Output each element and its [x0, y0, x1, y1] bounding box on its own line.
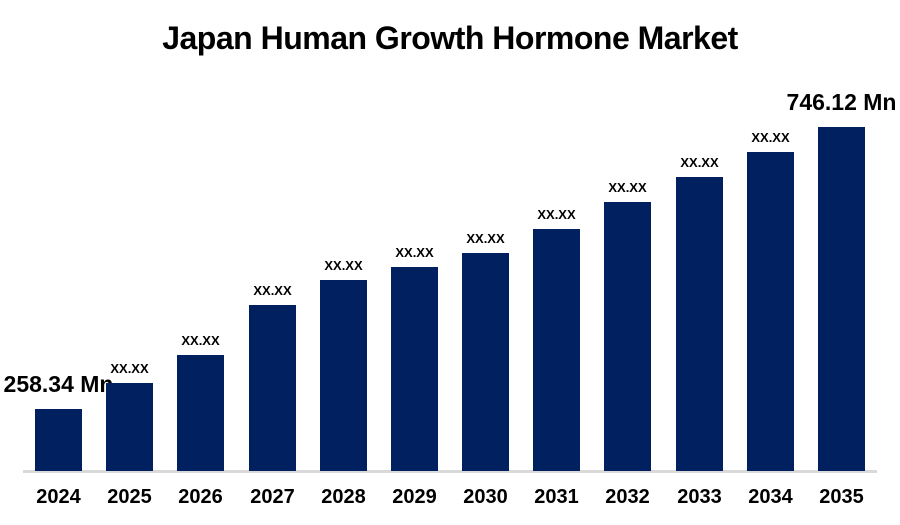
x-axis-label-2025: 2025	[107, 486, 152, 508]
x-axis-label-2027: 2027	[250, 486, 295, 508]
bar-2031	[533, 229, 580, 471]
bar-value-label-2028: XX.XX	[324, 258, 363, 273]
bar-2033	[676, 177, 723, 471]
bar-value-label-2031: XX.XX	[537, 207, 576, 222]
bar-2026	[177, 355, 224, 471]
x-axis-label-2031: 2031	[534, 486, 579, 508]
x-axis-line	[23, 470, 877, 473]
bar-value-label-2024: 258.34 Mn	[3, 371, 114, 397]
bar-2035	[818, 127, 865, 471]
bar-value-label-2025: XX.XX	[110, 361, 149, 376]
bar-2030	[462, 253, 509, 471]
bar-2028	[320, 280, 367, 471]
bar-value-label-2030: XX.XX	[466, 231, 505, 246]
x-axis-label-2035: 2035	[819, 486, 864, 508]
x-axis-label-2030: 2030	[463, 486, 508, 508]
x-axis-label-2024: 2024	[36, 486, 81, 508]
x-axis-label-2029: 2029	[392, 486, 437, 508]
bar-value-label-2027: XX.XX	[253, 283, 292, 298]
x-axis-label-2026: 2026	[178, 486, 223, 508]
x-axis-label-2033: 2033	[677, 486, 722, 508]
bar-value-label-2032: XX.XX	[608, 180, 647, 195]
x-axis-label-2034: 2034	[748, 486, 793, 508]
bar-2029	[391, 267, 438, 471]
bar-value-label-2034: XX.XX	[751, 130, 790, 145]
bar-2027	[249, 305, 296, 471]
bar-2024	[35, 409, 82, 471]
chart-title: Japan Human Growth Hormone Market	[162, 20, 738, 56]
x-axis-label-2028: 2028	[321, 486, 366, 508]
x-axis-label-2032: 2032	[605, 486, 650, 508]
bar-2032	[604, 202, 651, 471]
bar-value-label-2035: 746.12 Mn	[786, 89, 897, 115]
bar-2025	[106, 383, 153, 471]
bar-value-label-2033: XX.XX	[680, 155, 719, 170]
bar-value-label-2029: XX.XX	[395, 245, 434, 260]
bar-2034	[747, 152, 794, 471]
bar-value-label-2026: XX.XX	[181, 333, 220, 348]
